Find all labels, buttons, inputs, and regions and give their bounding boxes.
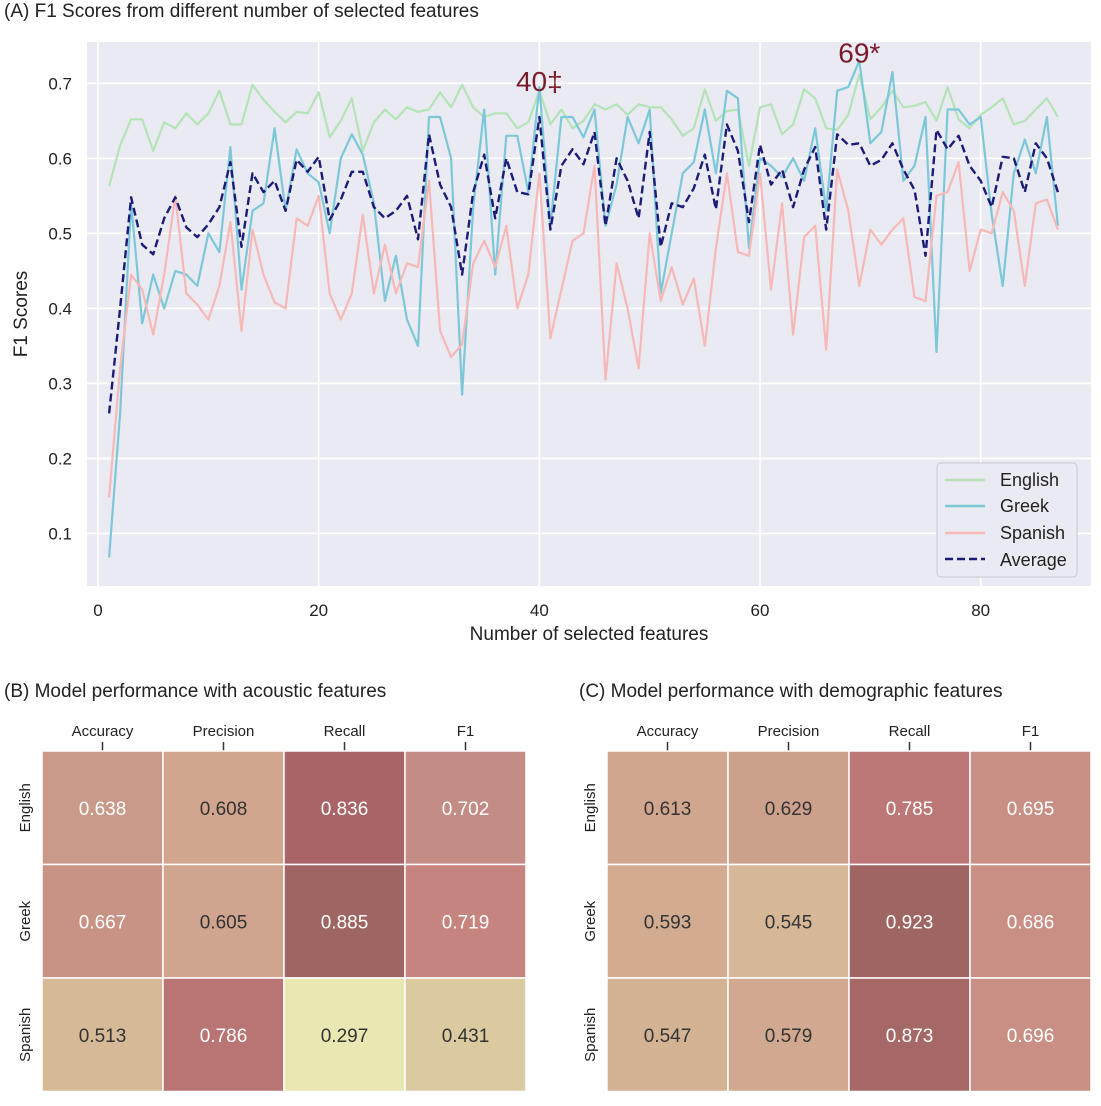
- heatmap-cell: [848, 977, 971, 1093]
- heatmap-cell: [969, 750, 1092, 866]
- y-tick-label: 0.4: [48, 299, 72, 318]
- legend-label-english: English: [1000, 470, 1059, 490]
- heatmap-c-title: (C) Model performance with demographic f…: [579, 681, 1002, 702]
- column-label: Recall: [324, 723, 366, 740]
- heatmap-cell: [848, 750, 971, 866]
- cell-value: 0.786: [200, 1026, 248, 1047]
- heatmap-cell: [162, 977, 285, 1093]
- x-axis-label: Number of selected features: [470, 624, 709, 645]
- y-tick-label: 0.7: [48, 74, 72, 93]
- row-label: Greek: [582, 900, 599, 941]
- heatmap-cell: [969, 977, 1092, 1093]
- cell-value: 0.593: [644, 912, 692, 933]
- legend-label-greek: Greek: [1000, 496, 1050, 516]
- cell-value: 0.667: [79, 912, 127, 933]
- cell-value: 0.431: [442, 1026, 490, 1047]
- column-label: Precision: [193, 723, 255, 740]
- heatmap-cell: [606, 977, 729, 1093]
- heatmap-cell: [283, 977, 406, 1093]
- legend-label-spanish: Spanish: [1000, 523, 1065, 543]
- x-tick-label: 60: [751, 601, 770, 620]
- cell-value: 0.923: [886, 912, 934, 933]
- annotations: 40‡ 69*: [516, 37, 880, 97]
- heatmap-cell: [162, 750, 285, 866]
- y-tick-label: 0.3: [48, 374, 72, 393]
- column-label: F1: [457, 723, 475, 740]
- y-tick-label: 0.1: [48, 524, 72, 543]
- cell-value: 0.686: [1007, 912, 1055, 933]
- cell-value: 0.836: [321, 799, 369, 820]
- x-tick-label: 80: [971, 601, 990, 620]
- cell-value: 0.719: [442, 912, 490, 933]
- y-tick-label: 0.5: [48, 224, 72, 243]
- x-tick-label: 0: [93, 601, 102, 620]
- heatmap-cell: [41, 977, 164, 1093]
- heatmap-b: Accuracy Precision Recall F1 English 0.638 0.6…: [17, 723, 527, 1093]
- y-axis-label: F1 Scores: [11, 271, 32, 358]
- heatmap-cell: [848, 863, 971, 979]
- axis-ticks: 0.1 0.2 0.3 0.4 0.5 0.6 0.7 0 20 40 60 80: [48, 74, 990, 620]
- heatmap-cell: [404, 750, 527, 866]
- cell-value: 0.702: [442, 799, 490, 820]
- heatmap-cell: [41, 863, 164, 979]
- cell-value: 0.638: [79, 799, 127, 820]
- grid: [87, 42, 1091, 586]
- y-tick-label: 0.6: [48, 149, 72, 168]
- row-label: Spanish: [582, 1008, 599, 1062]
- column-label: Recall: [889, 723, 931, 740]
- heatmap-b-title: (B) Model performance with acoustic feat…: [4, 681, 386, 702]
- cell-value: 0.785: [886, 799, 934, 820]
- cell-value: 0.545: [765, 912, 813, 933]
- cell-value: 0.297: [321, 1026, 369, 1047]
- heatmap-cell: [727, 977, 850, 1093]
- heatmap-cell: [41, 750, 164, 866]
- legend: English Greek Spanish Average: [936, 462, 1078, 578]
- heatmap-cell: [727, 863, 850, 979]
- row-label: Spanish: [17, 1008, 34, 1062]
- legend-label-average: Average: [1000, 550, 1067, 570]
- cell-value: 0.513: [79, 1026, 127, 1047]
- cell-value: 0.608: [200, 799, 248, 820]
- column-label: Accuracy: [637, 723, 699, 740]
- heatmap-cell: [969, 863, 1092, 979]
- cell-value: 0.579: [765, 1026, 813, 1047]
- row-label: English: [582, 783, 599, 832]
- legend-box: [936, 462, 1078, 578]
- cell-value: 0.547: [644, 1026, 692, 1047]
- series-lines: [107, 59, 1060, 558]
- heatmap-cell: [404, 863, 527, 979]
- series-line-spanish: [108, 161, 1059, 498]
- heatmap-cell: [162, 863, 285, 979]
- annotation-label: 69*: [838, 37, 880, 68]
- series-line-english: [108, 73, 1059, 187]
- series-line-average: [107, 115, 1060, 414]
- cell-value: 0.629: [765, 799, 813, 820]
- column-label: Precision: [758, 723, 820, 740]
- line-chart-title: (A) F1 Scores from different number of s…: [4, 1, 479, 22]
- x-tick-label: 20: [309, 601, 328, 620]
- series-line-greek: [108, 59, 1059, 558]
- column-label: Accuracy: [72, 723, 134, 740]
- cell-value: 0.605: [200, 912, 248, 933]
- heatmap-cell: [283, 750, 406, 866]
- plot-area: [87, 42, 1091, 586]
- row-label: Greek: [17, 900, 34, 941]
- cell-value: 0.873: [886, 1026, 934, 1047]
- y-tick-label: 0.2: [48, 449, 72, 468]
- cell-value: 0.613: [644, 799, 692, 820]
- heatmap-cell: [727, 750, 850, 866]
- x-tick-label: 40: [530, 601, 549, 620]
- column-label: F1: [1022, 723, 1040, 740]
- heatmap-cell: [404, 977, 527, 1093]
- row-label: English: [17, 783, 34, 832]
- cell-value: 0.885: [321, 912, 369, 933]
- heatmap-c: Accuracy Precision Recall F1 English 0.613 0.6…: [582, 723, 1092, 1093]
- cell-value: 0.696: [1007, 1026, 1055, 1047]
- annotation-label: 40‡: [516, 66, 563, 97]
- cell-value: 0.695: [1007, 799, 1055, 820]
